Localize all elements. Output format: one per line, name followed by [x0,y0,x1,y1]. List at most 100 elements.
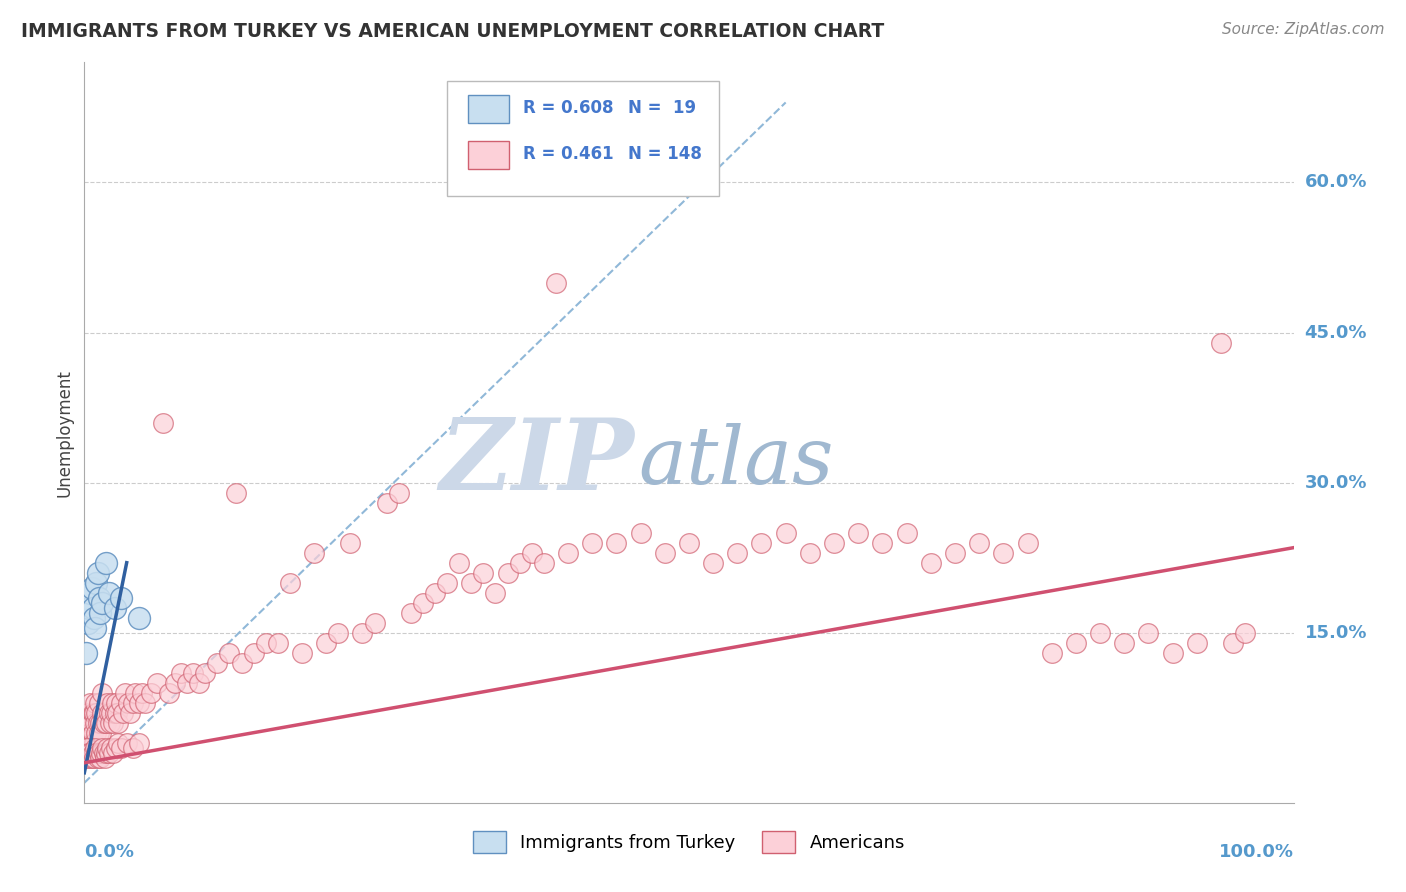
Point [86,751,108,765]
Text: IMMIGRANTS FROM TURKEY VS AMERICAN UNEMPLOYMENT CORRELATION CHART: IMMIGRANTS FROM TURKEY VS AMERICAN UNEMP… [21,22,884,41]
Text: N =  19: N = 19 [628,99,696,118]
Point [77,715,100,730]
Point [100,740,122,755]
Point [339,535,361,549]
Point [83,736,105,750]
Text: 60.0%: 60.0% [1305,174,1367,192]
Point [98,715,121,730]
Point [86,706,108,720]
Point [112,706,135,720]
Point [188,675,211,690]
Point [1185,636,1208,650]
Point [84,621,107,635]
Text: Source: ZipAtlas.com: Source: ZipAtlas.com [1222,22,1385,37]
Point [82,746,104,760]
Point [131,686,153,700]
Point [89,606,111,620]
Point [80,581,103,595]
Point [1017,535,1039,549]
Point [920,556,942,570]
Point [799,546,821,560]
Point [654,546,676,560]
Point [76,591,98,605]
Bar [468,141,509,169]
Point [176,675,198,690]
Point [104,706,127,720]
Point [101,696,124,710]
Point [267,636,290,650]
Point [86,575,108,590]
Point [115,736,138,750]
Point [328,625,350,640]
Point [104,696,127,710]
Point [423,585,446,599]
Point [107,736,129,750]
Point [82,725,104,739]
Point [104,740,127,755]
Point [449,556,471,570]
Point [128,696,150,710]
Point [87,696,110,710]
Point [496,566,519,580]
Point [77,751,100,765]
Point [352,625,374,640]
Point [775,525,797,540]
Point [1064,636,1087,650]
Point [94,751,117,765]
Point [91,596,114,610]
Point [82,600,104,615]
Point [89,715,111,730]
Point [97,706,120,720]
Bar [468,95,509,123]
Point [86,715,108,730]
Point [170,665,193,680]
Point [76,736,98,750]
Point [1040,646,1063,660]
Point [872,535,894,549]
Point [412,596,434,610]
Point [152,416,174,430]
Point [460,575,482,590]
Point [1222,636,1244,650]
Point [134,696,156,710]
Point [472,566,495,580]
Point [80,736,103,750]
Point [823,535,845,549]
Text: R = 0.461: R = 0.461 [523,145,614,163]
Point [484,585,506,599]
Point [91,740,114,755]
Point [544,276,567,290]
Point [94,715,117,730]
Point [557,546,579,560]
Point [75,746,97,760]
Point [100,706,122,720]
Text: ZIP: ZIP [440,414,634,510]
Point [79,725,101,739]
Point [77,736,100,750]
Point [103,746,125,760]
Point [75,751,97,765]
Point [97,746,120,760]
Point [87,746,110,760]
Text: 15.0%: 15.0% [1305,624,1367,641]
Point [84,715,107,730]
Point [120,706,142,720]
Point [1234,625,1257,640]
Point [87,591,110,605]
Point [104,600,127,615]
Point [114,686,136,700]
Point [207,656,229,670]
Point [218,646,240,660]
Point [84,740,107,755]
Point [93,715,115,730]
Point [509,556,531,570]
Point [605,535,627,549]
Y-axis label: Unemployment: Unemployment [55,368,73,497]
Point [165,675,187,690]
Point [110,740,132,755]
Point [96,696,118,710]
Point [751,535,773,549]
Point [181,665,204,680]
Point [520,546,543,560]
Text: 0.0%: 0.0% [84,843,135,861]
